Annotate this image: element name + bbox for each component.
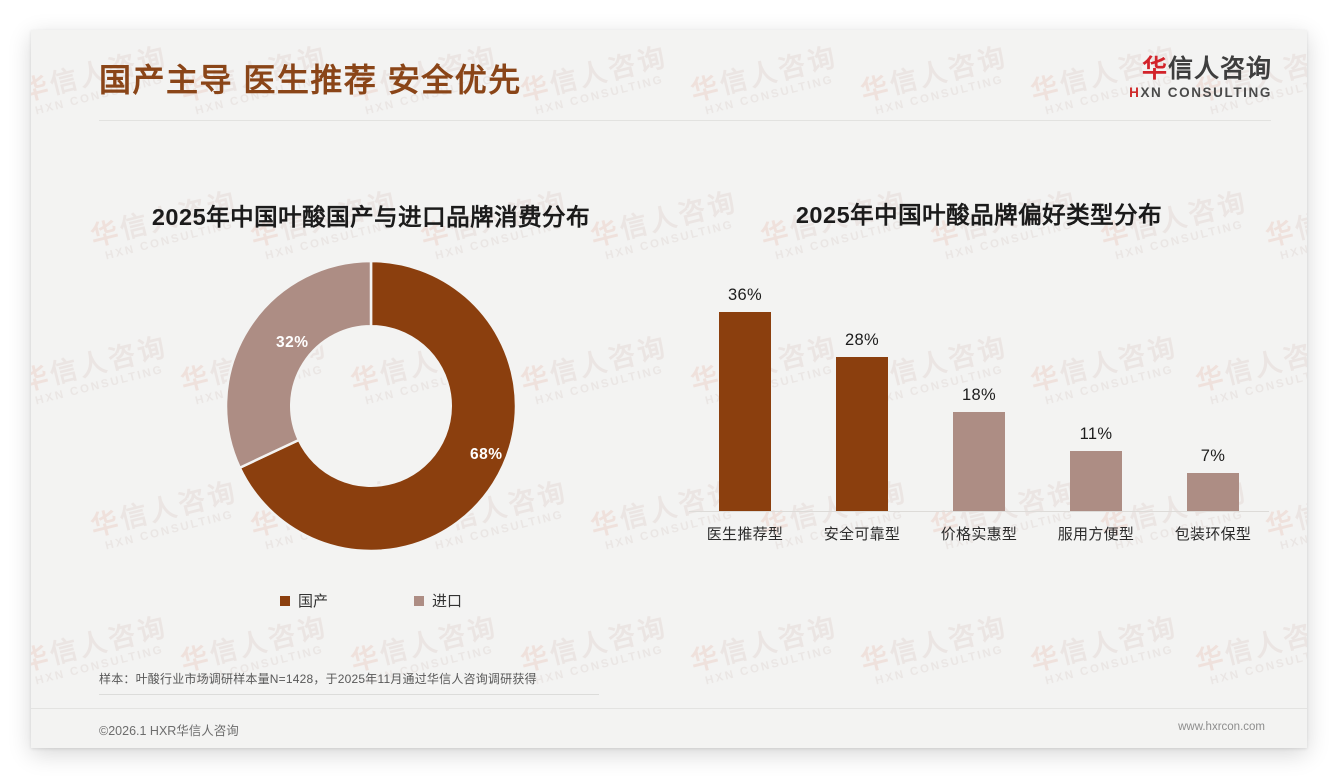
- legend-label-domestic: 国产: [297, 593, 328, 610]
- bar-category-label: 医生推荐型: [706, 526, 784, 543]
- logo-english: HXN CONSULTING: [1129, 85, 1272, 100]
- source-note-divider: [99, 694, 599, 695]
- bar-value-label: 28%: [845, 331, 879, 349]
- bar-chart-panel: 2025年中国叶酸品牌偏好类型分布 36% 28% 18% 11% 7% 医生推荐型 安全…: [681, 140, 1277, 650]
- footer-website[interactable]: www.hxrcon.com: [1178, 721, 1265, 733]
- logo-english-rest: XN CONSULTING: [1140, 85, 1272, 101]
- donut-svg: [224, 259, 518, 553]
- donut-slice[interactable]: [238, 259, 518, 553]
- donut-chart-title: 2025年中国叶酸国产与进口品牌消费分布: [151, 204, 591, 230]
- donut-slice[interactable]: [224, 259, 373, 470]
- source-note-text: 样本：叶酸行业市场调研样本量N=1428，于2025年11月通过华信人咨询调研获…: [99, 672, 537, 686]
- bar-column[interactable]: 7%: [1163, 260, 1263, 512]
- bar-value-label: 7%: [1200, 447, 1226, 465]
- slide-footer: ©2026.1 HXR华信人咨询 www.hxrcon.com: [31, 709, 1307, 748]
- donut-chart-panel: 2025年中国叶酸国产与进口品牌消费分布 68% 32% 国产 进口: [71, 140, 671, 650]
- bar-category-label: 安全可靠型: [823, 526, 901, 543]
- bar-column[interactable]: 18%: [929, 260, 1029, 512]
- bar-series: 36% 28% 18% 11% 7%: [695, 260, 1263, 512]
- legend-item-domestic[interactable]: 国产: [279, 590, 328, 611]
- legend-swatch-import: [414, 595, 424, 606]
- bar-category-axis: 医生推荐型 安全可靠型 价格实惠型 服用方便型 包装环保型: [695, 523, 1263, 544]
- logo-english-accent: H: [1129, 85, 1141, 101]
- bar-rect[interactable]: [836, 357, 888, 512]
- charts-region: 2025年中国叶酸国产与进口品牌消费分布 68% 32% 国产 进口: [31, 140, 1307, 650]
- legend-label-import: 进口: [432, 593, 463, 610]
- logo-chinese: 华信人咨询: [1129, 56, 1272, 82]
- footer-divider: [31, 708, 1307, 709]
- donut-label-domestic: 68%: [470, 446, 503, 463]
- bar-chart-baseline: [689, 511, 1269, 512]
- bar-column[interactable]: 28%: [812, 260, 912, 512]
- bar-chart-area: 36% 28% 18% 11% 7% 医生推荐型 安全可靠型 价格实惠型 服用方便型 包装环保型: [681, 260, 1277, 550]
- bar-category-label: 价格实惠型: [940, 526, 1018, 543]
- bar-chart-title: 2025年中国叶酸品牌偏好类型分布: [795, 202, 1163, 228]
- bar-column[interactable]: 11%: [1046, 260, 1146, 512]
- footer-copyright: ©2026.1 HXR华信人咨询: [99, 724, 239, 738]
- bar-rect[interactable]: [719, 312, 771, 512]
- donut-legend: 国产 进口: [71, 590, 671, 611]
- logo-chinese-accent: 华: [1141, 55, 1168, 83]
- donut-label-import: 32%: [276, 334, 309, 351]
- bar-category-label: 服用方便型: [1057, 526, 1135, 543]
- legend-swatch-domestic: [279, 595, 290, 606]
- donut-chart-area: 68% 32%: [71, 256, 671, 556]
- bar-rect[interactable]: [953, 412, 1005, 512]
- bar-rect[interactable]: [1070, 451, 1122, 512]
- bar-value-label: 36%: [728, 286, 762, 304]
- slide-card: 华信人咨询 HXN CONSULTING 华信人咨询 HXN CONSULTING 华信…: [31, 30, 1307, 748]
- source-note: 样本：叶酸行业市场调研样本量N=1428，于2025年11月通过华信人咨询调研获…: [99, 670, 619, 695]
- slide-header: 国产主导 医生推荐 安全优先 华信人咨询 HXN CONSULTING: [31, 30, 1307, 120]
- bar-rect[interactable]: [1187, 473, 1239, 512]
- header-divider: [99, 120, 1271, 121]
- page-title: 国产主导 医生推荐 安全优先: [99, 62, 522, 98]
- brand-logo: 华信人咨询 HXN CONSULTING: [1129, 56, 1272, 100]
- bar-column[interactable]: 36%: [695, 260, 795, 512]
- bar-category-label: 包装环保型: [1174, 526, 1252, 543]
- logo-chinese-rest: 信人咨询: [1167, 55, 1272, 83]
- legend-item-import[interactable]: 进口: [414, 590, 462, 611]
- bar-value-label: 18%: [962, 386, 996, 404]
- bar-value-label: 11%: [1079, 425, 1113, 443]
